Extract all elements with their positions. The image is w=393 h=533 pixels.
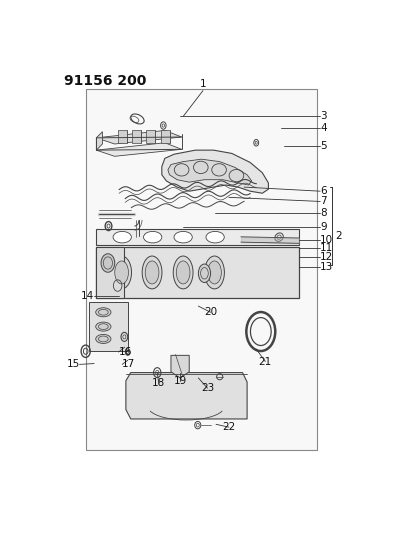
Polygon shape [171, 356, 189, 378]
Polygon shape [161, 131, 170, 143]
Text: 21: 21 [259, 357, 272, 367]
Polygon shape [96, 131, 182, 144]
Bar [86, 88, 317, 450]
Text: 91156 200: 91156 200 [64, 74, 147, 88]
Ellipse shape [113, 231, 131, 243]
Polygon shape [96, 132, 103, 150]
Text: 15: 15 [66, 359, 79, 369]
Text: 12: 12 [320, 252, 333, 262]
Polygon shape [118, 131, 127, 143]
Text: 9: 9 [320, 222, 327, 232]
Ellipse shape [173, 256, 193, 289]
Ellipse shape [101, 254, 115, 272]
Ellipse shape [115, 261, 129, 284]
Ellipse shape [208, 261, 221, 284]
Text: 1: 1 [200, 78, 206, 88]
Polygon shape [162, 150, 268, 193]
Text: 22: 22 [222, 422, 235, 432]
Ellipse shape [143, 231, 162, 243]
Polygon shape [89, 302, 129, 351]
Polygon shape [96, 229, 299, 245]
Polygon shape [146, 131, 155, 143]
Ellipse shape [206, 231, 224, 243]
Ellipse shape [174, 231, 192, 243]
Ellipse shape [112, 256, 132, 289]
Text: 4: 4 [320, 123, 327, 133]
Text: 6: 6 [320, 186, 327, 196]
Text: 5: 5 [320, 141, 327, 151]
Text: 10: 10 [320, 235, 333, 245]
Text: 20: 20 [204, 307, 217, 317]
Ellipse shape [142, 256, 162, 289]
Ellipse shape [145, 261, 159, 284]
Polygon shape [96, 247, 299, 298]
Text: 23: 23 [201, 383, 214, 393]
Text: 13: 13 [320, 262, 333, 272]
Text: 19: 19 [173, 376, 187, 386]
Ellipse shape [96, 322, 111, 331]
Polygon shape [168, 159, 252, 185]
Ellipse shape [205, 256, 224, 289]
Ellipse shape [198, 264, 211, 282]
Ellipse shape [96, 308, 111, 317]
Polygon shape [96, 247, 124, 298]
Text: 2: 2 [336, 231, 342, 241]
Text: 8: 8 [320, 207, 327, 217]
Polygon shape [96, 143, 182, 156]
Text: 16: 16 [119, 347, 132, 357]
Text: 11: 11 [320, 243, 333, 253]
Text: 17: 17 [122, 359, 136, 369]
Polygon shape [132, 131, 141, 143]
Text: 14: 14 [81, 291, 94, 301]
Polygon shape [126, 373, 247, 419]
Ellipse shape [176, 261, 190, 284]
Ellipse shape [96, 334, 111, 343]
Text: 7: 7 [320, 197, 327, 206]
Text: 18: 18 [152, 378, 165, 388]
Text: 3: 3 [320, 111, 327, 122]
